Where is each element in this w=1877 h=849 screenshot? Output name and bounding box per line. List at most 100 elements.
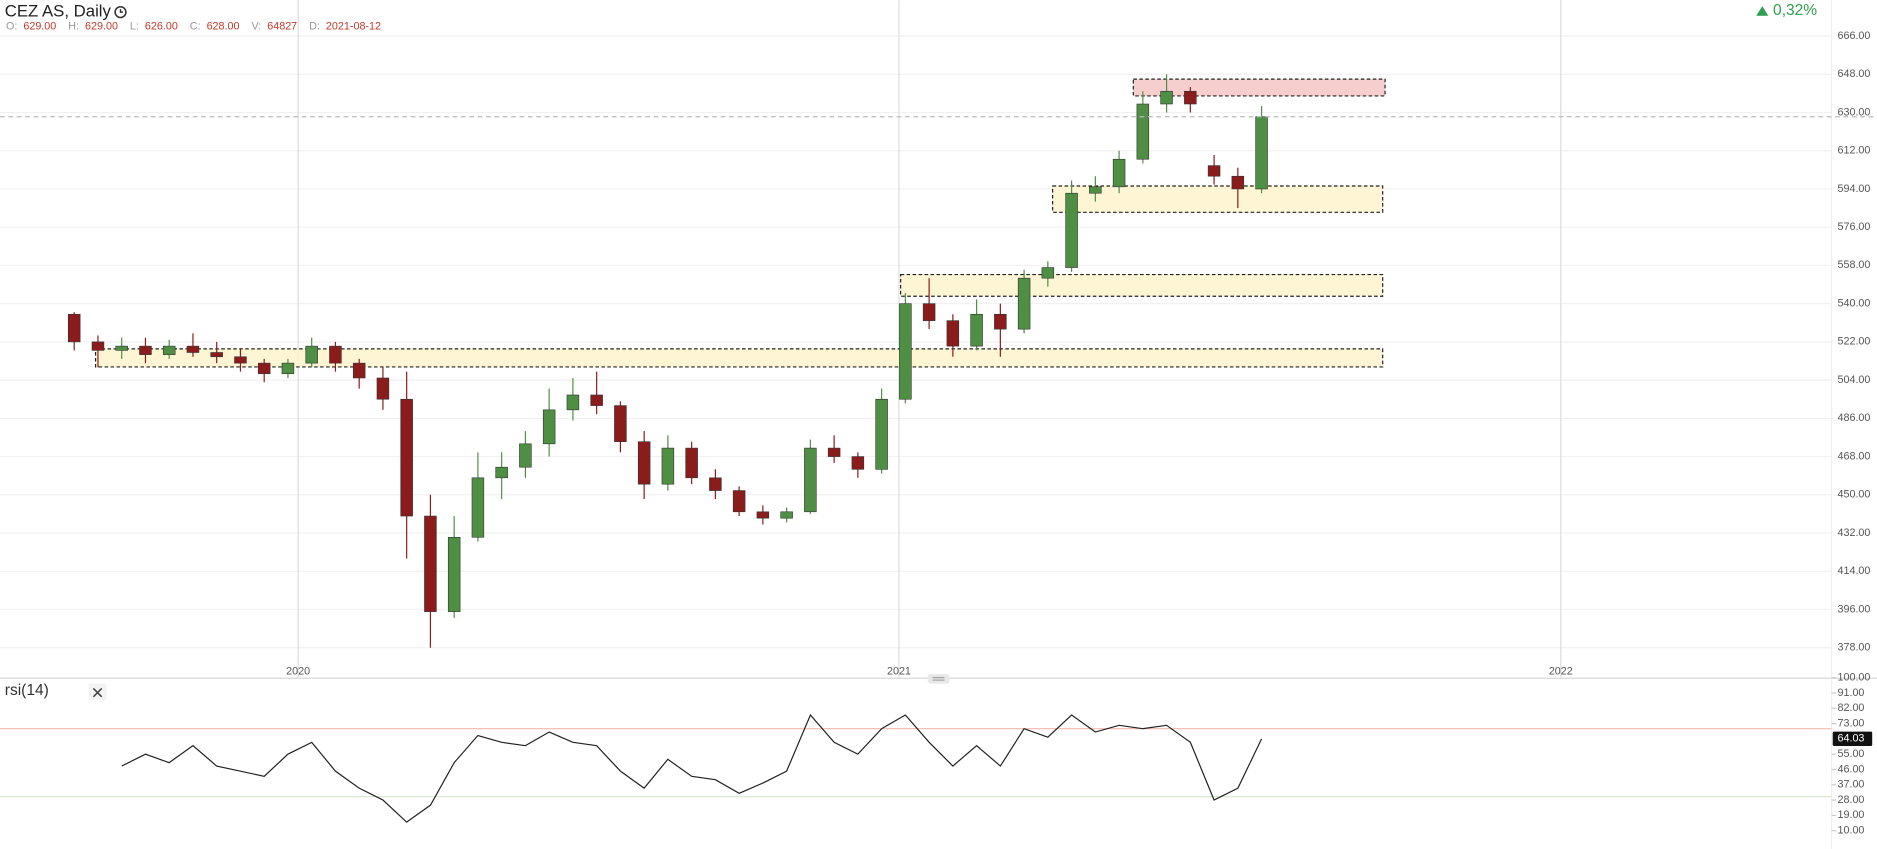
y-tick-label: 522.00 <box>1837 336 1870 348</box>
legend-key: L: <box>130 20 139 32</box>
chart-title: CEZ AS, Daily <box>5 2 112 21</box>
candle-body <box>709 477 722 491</box>
candle-body <box>1041 267 1055 279</box>
candle-body <box>91 341 105 351</box>
y-tick-label: 666.00 <box>1837 30 1870 42</box>
candle-body <box>804 447 817 513</box>
candle-body <box>376 377 390 400</box>
legend-key: O: <box>6 20 17 32</box>
candle-body <box>234 356 247 364</box>
candle-body <box>329 345 342 364</box>
y-tick-label: 396.00 <box>1837 603 1870 615</box>
legend-value: 629.00 <box>23 20 56 32</box>
y-tick-label: 46.00 <box>1837 763 1864 775</box>
candle-body <box>1231 175 1245 190</box>
candle-body <box>1136 103 1150 160</box>
candle-body <box>1112 158 1126 188</box>
zone <box>94 348 1384 368</box>
change-label: 0,32% <box>1773 2 1817 19</box>
candle-body <box>827 447 841 457</box>
pane-handle-bg[interactable] <box>927 674 950 684</box>
candle-body <box>875 398 888 470</box>
candle-body <box>67 313 81 343</box>
y-tick-label: 630.00 <box>1837 106 1870 118</box>
y-tick-label: 486.00 <box>1837 412 1870 424</box>
y-tick-label: 450.00 <box>1837 489 1870 501</box>
candle-body <box>1184 90 1197 105</box>
clock-face <box>114 5 127 19</box>
candle-body <box>1207 165 1221 177</box>
candle-body <box>1065 192 1078 268</box>
rsi-line <box>121 713 1263 823</box>
y-tick-label: 73.00 <box>1837 717 1864 729</box>
legend-value: 2021-08-12 <box>326 20 381 32</box>
y-tick-label: 414.00 <box>1837 565 1870 577</box>
zone <box>900 273 1384 297</box>
pane-handle[interactable] <box>927 674 950 684</box>
y-tick-label: 648.00 <box>1837 68 1870 80</box>
y-tick-label: 82.00 <box>1837 702 1864 714</box>
candle-body <box>614 405 627 443</box>
candle-body <box>115 345 128 351</box>
y-tick-label: 504.00 <box>1837 374 1870 386</box>
last-value-box <box>1832 731 1873 747</box>
y-tick-label: 91.00 <box>1837 687 1864 699</box>
candle-body <box>162 345 176 355</box>
candle-body <box>637 441 651 485</box>
legend-value: 64827 <box>267 20 297 32</box>
close-icon[interactable] <box>92 687 103 698</box>
candle-body <box>1017 277 1031 330</box>
zone <box>1052 185 1384 213</box>
x-tick-label: 2022 <box>1549 666 1573 678</box>
candle-body <box>305 345 318 364</box>
legend-key: C: <box>190 20 201 32</box>
clock-hands <box>119 9 123 13</box>
candle-body <box>281 362 295 375</box>
candle-body <box>780 511 793 519</box>
legend-key: V: <box>251 20 261 32</box>
y-tick-label: 612.00 <box>1837 145 1870 157</box>
candle-body <box>447 536 461 612</box>
y-tick-label: 540.00 <box>1837 297 1870 309</box>
candle-body <box>519 443 532 468</box>
clock-icon <box>114 5 127 19</box>
candle-body <box>851 456 865 470</box>
candle-body <box>1255 116 1268 190</box>
legend-key: D: <box>309 20 320 32</box>
candle-body <box>590 394 603 406</box>
pane-handle-grip[interactable] <box>932 677 945 681</box>
y-tick-label: 10.00 <box>1837 825 1864 837</box>
legend-key: H: <box>68 20 79 32</box>
candle-body <box>685 447 698 479</box>
x-tick-label: 2020 <box>286 666 310 678</box>
y-tick-label: 468.00 <box>1837 450 1870 462</box>
candle-body <box>922 303 936 321</box>
y-tick-label: 378.00 <box>1837 642 1870 654</box>
candle-body <box>352 362 366 379</box>
y-tick-label: 55.00 <box>1837 748 1864 760</box>
y-tick-label: 558.00 <box>1837 259 1870 271</box>
candle-body <box>257 362 271 375</box>
y-tick-label: 432.00 <box>1837 527 1870 539</box>
candle-body <box>566 394 580 411</box>
candle-body <box>946 320 960 347</box>
y-tick-label: 576.00 <box>1837 221 1870 233</box>
candle-body <box>1160 90 1173 105</box>
y-tick-label: 100.00 <box>1837 672 1870 684</box>
y-tick-label: 37.00 <box>1837 779 1864 791</box>
close-button[interactable] <box>88 683 107 701</box>
candle-body <box>756 511 770 519</box>
candle-body <box>139 345 152 355</box>
candle-body <box>471 477 485 538</box>
candle-body <box>661 447 675 485</box>
candle-body <box>424 515 437 612</box>
candle-body <box>542 409 556 445</box>
candle-body <box>210 352 223 358</box>
candle-body <box>495 466 508 479</box>
y-tick-label: 28.00 <box>1837 794 1864 806</box>
rsi-title: rsi(14) <box>5 682 49 699</box>
legend-value: 628.00 <box>207 20 240 32</box>
candle-body <box>732 490 746 513</box>
